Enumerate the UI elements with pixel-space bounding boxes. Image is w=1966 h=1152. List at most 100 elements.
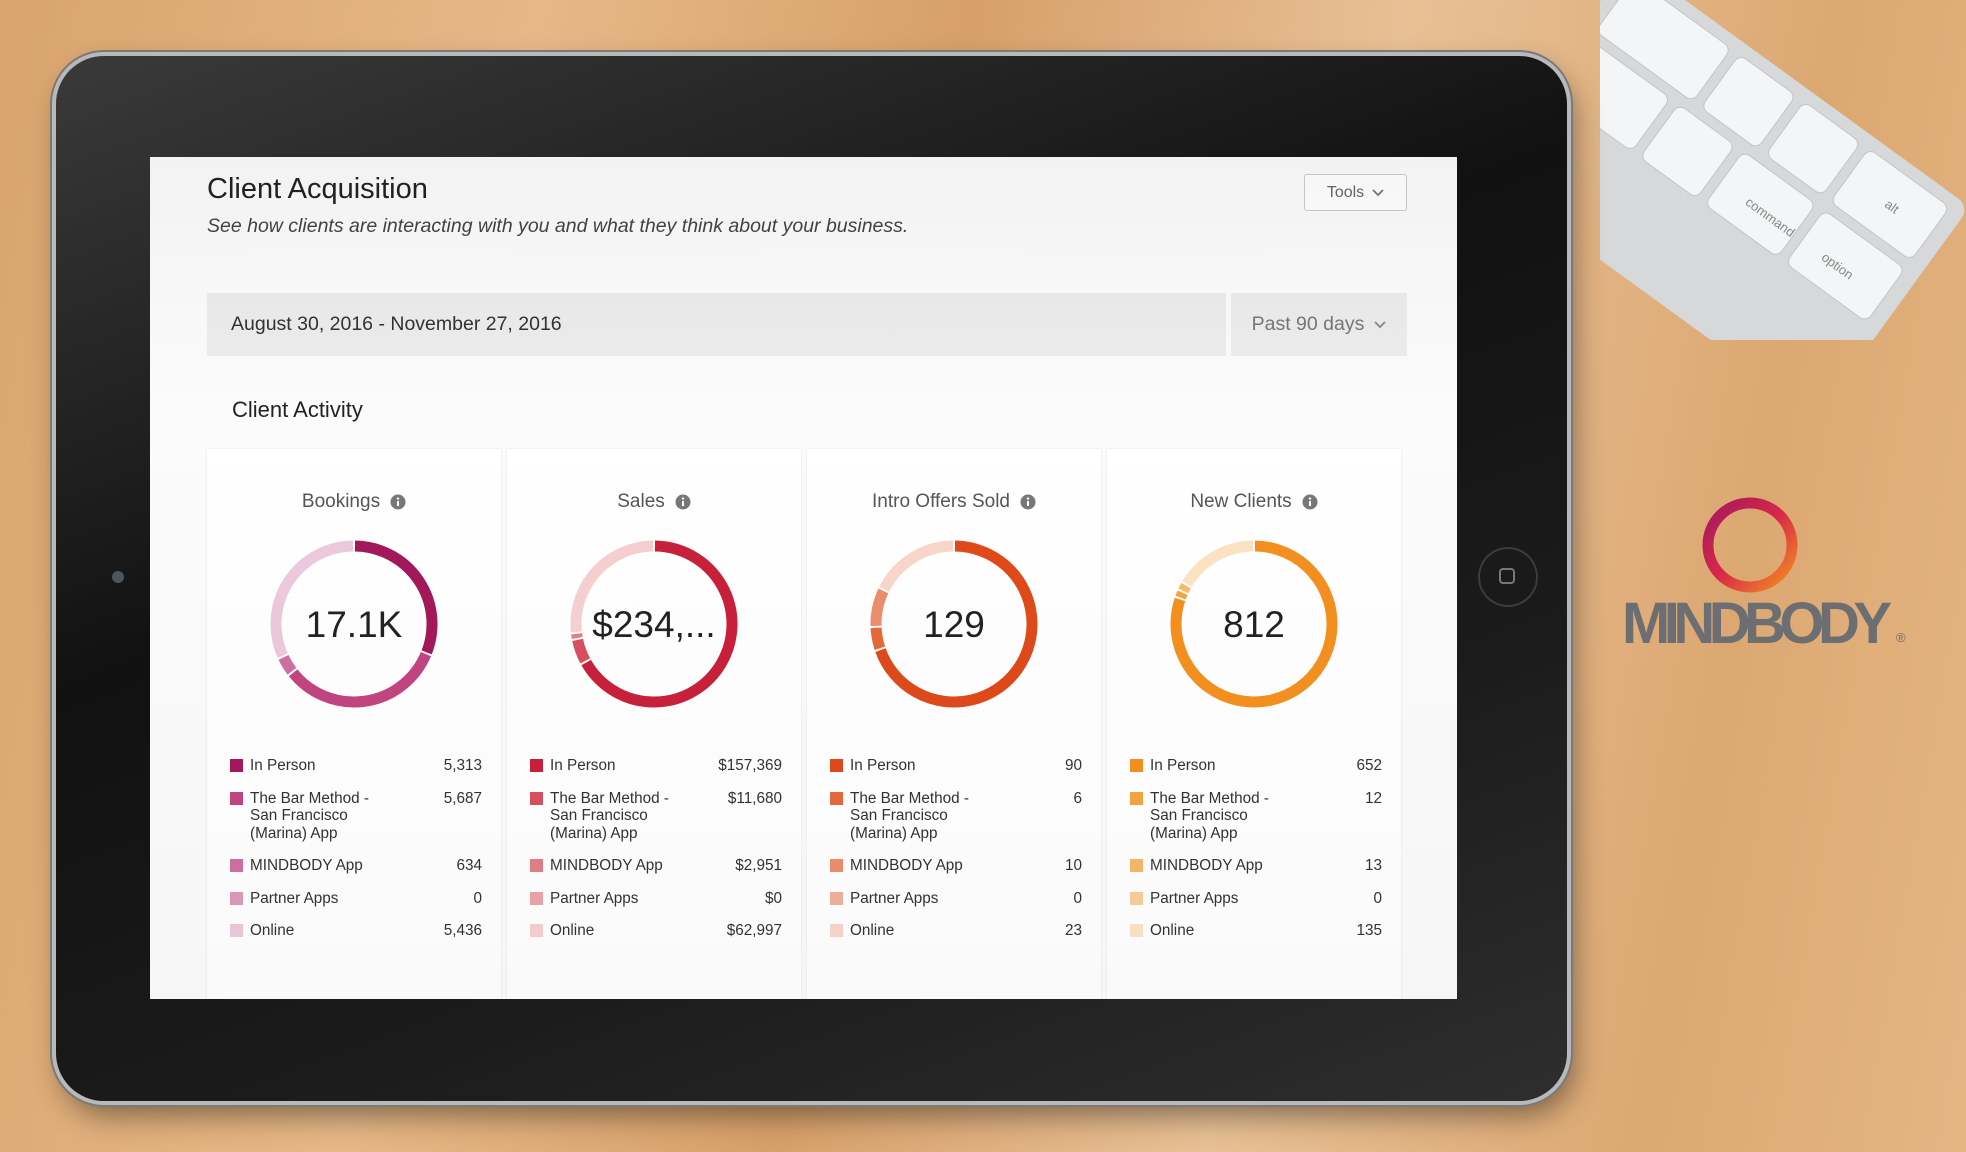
donut-segment <box>1170 540 1338 708</box>
donut-segment <box>581 540 738 708</box>
legend-value: 0 <box>1073 889 1082 907</box>
info-icon[interactable] <box>390 494 406 510</box>
legend-row: Partner Apps 0 <box>1130 890 1382 908</box>
chevron <box>1374 320 1386 328</box>
key <box>1703 57 1794 147</box>
legend-row: The Bar Method - San Francisco (Marina) … <box>530 790 782 843</box>
legend-name: The Bar Method - San Francisco (Marina) … <box>550 789 670 842</box>
tools-button[interactable]: Tools <box>1304 174 1407 211</box>
center-label: 17.1K <box>306 604 403 645</box>
legend: In Person 652 The Bar Method - San Francis… <box>1130 757 1382 955</box>
legend-swatch <box>830 791 843 805</box>
brand-mark: ® <box>1896 630 1906 645</box>
card-title: Intro Offers Sold <box>807 491 1101 513</box>
card-title: Sales <box>507 491 801 513</box>
donut-segment <box>870 627 886 650</box>
legend-name: The Bar Method - San Francisco (Marina) … <box>250 789 370 842</box>
legend-name: MINDBODY App <box>550 857 663 874</box>
key <box>1788 212 1903 320</box>
legend-name: Partner Apps <box>250 889 339 907</box>
legend-swatch <box>230 759 243 772</box>
donut-segment <box>1178 582 1191 594</box>
legend-row: Partner Apps 0 <box>230 890 482 908</box>
donut-segment <box>288 651 431 708</box>
info-stem <box>397 501 400 506</box>
donut-chart: 812 <box>1170 540 1338 708</box>
legend-row: Online $62,997 <box>530 922 782 940</box>
page-title: Client Acquisition <box>207 173 428 205</box>
donut-segment <box>1182 540 1254 587</box>
legend-value: 90 <box>1064 757 1082 774</box>
legend-value: $11,680 <box>727 789 782 807</box>
legend-value: 5,687 <box>443 789 482 807</box>
legend-row: In Person 652 <box>1130 757 1382 775</box>
center-label: $234,... <box>592 604 715 645</box>
period-label: Past 90 days <box>1251 313 1365 335</box>
legend-row: In Person 90 <box>830 757 1082 775</box>
legend-swatch <box>530 759 543 772</box>
legend-swatch <box>830 924 843 937</box>
legend-value: 5,436 <box>443 922 482 939</box>
legend-name: The Bar Method - San Francisco (Marina) … <box>850 789 970 842</box>
metric-card: Bookings 17.1K In Person 5,313 The Bar Metho… <box>207 449 501 999</box>
legend-name: Partner Apps <box>550 889 639 907</box>
logo-ring <box>1702 497 1798 593</box>
legend-name: In Person <box>850 757 916 774</box>
legend-swatch <box>230 924 243 937</box>
key <box>1600 0 1729 100</box>
legend-row: MINDBODY App 10 <box>830 857 1082 875</box>
legend-value: 0 <box>1373 889 1382 907</box>
keyboard-body: command option alt <box>1600 0 1965 340</box>
period-select[interactable]: Past 90 days <box>1231 293 1407 356</box>
legend-name: Online <box>550 922 595 939</box>
donut-segment <box>875 540 1038 708</box>
info-dot <box>1026 497 1030 500</box>
chart-title: New Clients <box>1190 491 1292 512</box>
legend-row: In Person 5,313 <box>230 757 482 775</box>
legend-swatch <box>1130 924 1143 937</box>
center-label: 129 <box>923 604 985 645</box>
legend-value: $0 <box>764 889 782 907</box>
info-stem <box>1308 501 1311 506</box>
info-icon[interactable] <box>1020 494 1036 510</box>
legend-row: The Bar Method - San Francisco (Marina) … <box>1130 790 1382 843</box>
metric-card: Intro Offers Sold 129 In Person 90 The Bar M… <box>807 449 1101 999</box>
info-stem <box>1027 501 1029 506</box>
legend-row: Online 135 <box>1130 922 1382 940</box>
info-dot <box>1308 497 1311 500</box>
donut-chart: 17.1K <box>270 540 438 708</box>
legend-name: In Person <box>1150 757 1216 774</box>
chart-title: Bookings <box>301 491 381 512</box>
legend-name: MINDBODY App <box>850 857 963 874</box>
brand-logo: MINDBODY ® <box>1622 497 1906 656</box>
legend-name: Online <box>850 922 895 939</box>
legend-value: 5,313 <box>443 757 482 774</box>
legend-row: Online 5,436 <box>230 922 482 940</box>
legend-row: Partner Apps 0 <box>830 890 1082 908</box>
legend-swatch <box>530 859 543 872</box>
legend-name: In Person <box>250 757 316 774</box>
card-title: New Clients <box>1107 491 1401 513</box>
camera <box>112 571 124 583</box>
date-range: August 30, 2016 - November 27, 2016 <box>231 313 562 335</box>
legend-name: Partner Apps <box>1150 889 1239 907</box>
center-label: 812 <box>1223 604 1285 645</box>
legend-swatch <box>1130 891 1143 905</box>
donut-segment <box>879 540 954 592</box>
info-icon[interactable] <box>675 494 691 510</box>
legend-row: The Bar Method - San Francisco (Marina) … <box>830 790 1082 843</box>
legend-name: Online <box>1150 922 1195 939</box>
info-icon[interactable] <box>1302 494 1318 510</box>
legend-value: 6 <box>1073 789 1082 807</box>
legend-value: 23 <box>1064 922 1082 939</box>
legend-swatch <box>1130 759 1143 772</box>
legend-value: 634 <box>456 857 482 874</box>
legend-swatch <box>1130 791 1143 805</box>
legend-name: The Bar Method - San Francisco (Marina) … <box>1150 789 1270 842</box>
tools-label: Tools <box>1326 183 1365 201</box>
donut-segment <box>354 540 438 655</box>
metric-card: New Clients 812 In Person 652 The Bar Method… <box>1107 449 1401 999</box>
donut-segment <box>1175 590 1188 600</box>
key <box>1642 106 1733 196</box>
